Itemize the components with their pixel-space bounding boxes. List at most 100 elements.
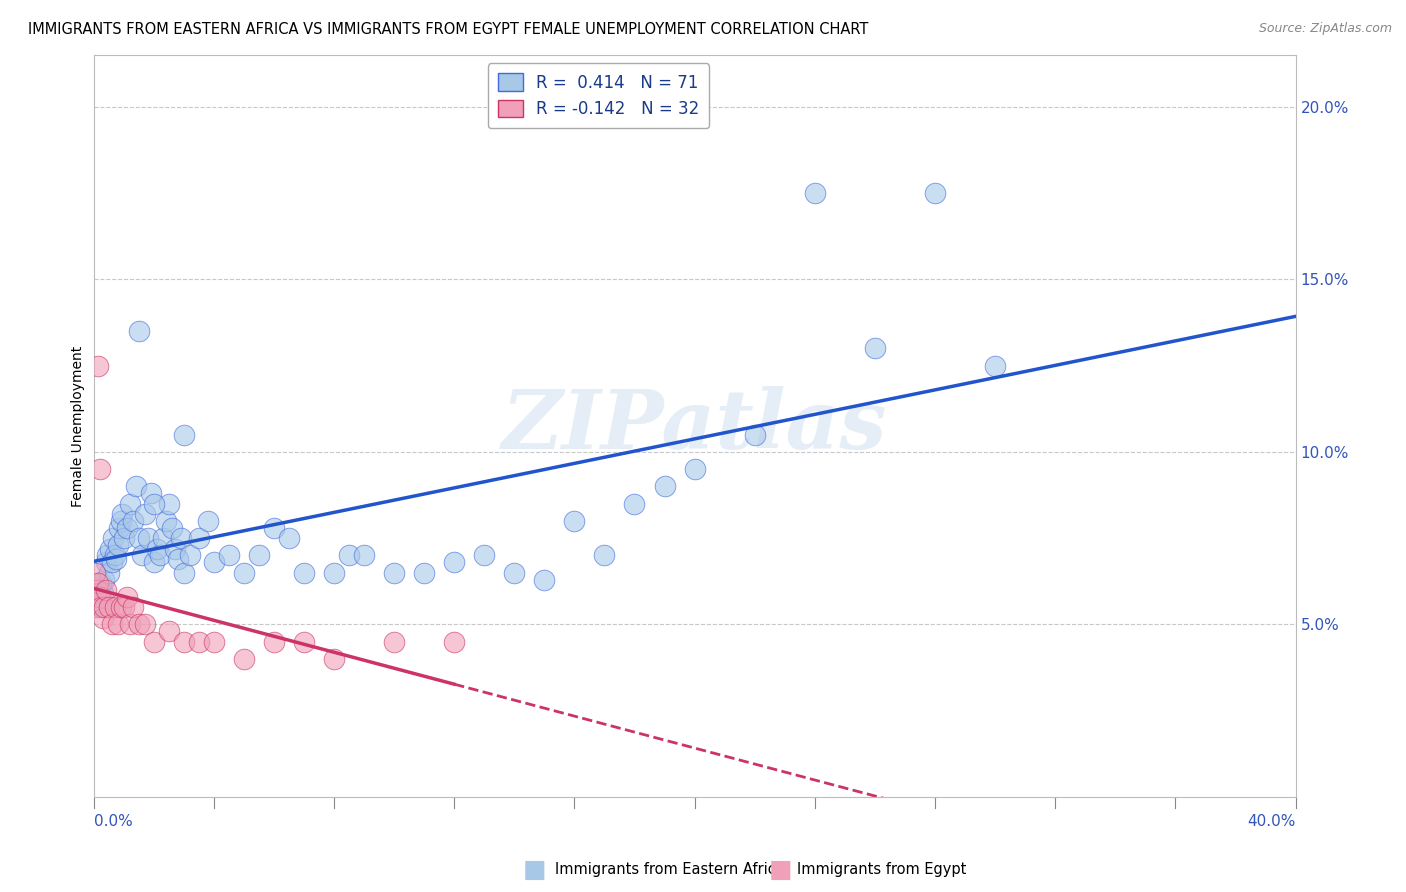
Point <box>157 624 180 639</box>
Point <box>232 652 254 666</box>
Point <box>173 427 195 442</box>
Point <box>124 479 146 493</box>
Point <box>142 634 165 648</box>
Point <box>683 462 706 476</box>
Point <box>139 486 162 500</box>
Point <box>160 521 183 535</box>
Point <box>100 617 122 632</box>
Point <box>89 590 111 604</box>
Point <box>115 590 138 604</box>
Point <box>197 514 219 528</box>
Point <box>263 634 285 648</box>
Point <box>863 342 886 356</box>
Point <box>104 549 127 563</box>
Y-axis label: Female Unemployment: Female Unemployment <box>72 345 86 507</box>
Point <box>94 555 117 569</box>
Point <box>353 549 375 563</box>
Point <box>142 555 165 569</box>
Point <box>115 521 138 535</box>
Point <box>443 634 465 648</box>
Point <box>323 566 346 580</box>
Point <box>86 600 108 615</box>
Point <box>218 549 240 563</box>
Point <box>170 531 193 545</box>
Point <box>503 566 526 580</box>
Point <box>166 552 188 566</box>
Point <box>145 541 167 556</box>
Point <box>382 566 405 580</box>
Point <box>90 576 112 591</box>
Point <box>744 427 766 442</box>
Point <box>93 600 115 615</box>
Text: Immigrants from Eastern Africa: Immigrants from Eastern Africa <box>555 863 785 877</box>
Point <box>118 617 141 632</box>
Point <box>94 582 117 597</box>
Text: ■: ■ <box>769 858 792 881</box>
Point <box>136 531 159 545</box>
Point <box>382 634 405 648</box>
Point <box>163 541 186 556</box>
Point <box>202 555 225 569</box>
Point <box>87 359 110 373</box>
Point <box>87 576 110 591</box>
Point <box>97 566 120 580</box>
Point <box>108 521 131 535</box>
Point <box>128 617 150 632</box>
Point <box>105 552 128 566</box>
Point <box>87 590 110 604</box>
Point <box>91 586 114 600</box>
Point <box>173 634 195 648</box>
Point <box>121 514 143 528</box>
Point <box>121 600 143 615</box>
Point <box>112 600 135 615</box>
Text: 0.0%: 0.0% <box>94 814 132 830</box>
Point <box>533 573 555 587</box>
Point <box>187 531 209 545</box>
Point <box>443 555 465 569</box>
Point <box>173 566 195 580</box>
Point <box>149 549 172 563</box>
Point <box>292 566 315 580</box>
Point <box>107 538 129 552</box>
Point <box>118 497 141 511</box>
Point <box>247 549 270 563</box>
Point <box>202 634 225 648</box>
Point <box>128 324 150 338</box>
Point <box>111 507 134 521</box>
Point <box>564 514 586 528</box>
Point <box>100 555 122 569</box>
Point <box>924 186 946 201</box>
Point <box>623 497 645 511</box>
Point <box>323 652 346 666</box>
Point <box>96 549 118 563</box>
Point <box>86 582 108 597</box>
Text: ZIPatlas: ZIPatlas <box>502 386 887 466</box>
Point <box>142 497 165 511</box>
Point <box>157 497 180 511</box>
Point <box>98 541 121 556</box>
Point <box>187 634 209 648</box>
Point <box>97 600 120 615</box>
Text: ■: ■ <box>523 858 546 881</box>
Point <box>263 521 285 535</box>
Point <box>292 634 315 648</box>
Point <box>179 549 201 563</box>
Text: Immigrants from Egypt: Immigrants from Egypt <box>797 863 966 877</box>
Point <box>112 531 135 545</box>
Point <box>89 582 111 597</box>
Point <box>104 600 127 615</box>
Point <box>472 549 495 563</box>
Point <box>277 531 299 545</box>
Point <box>91 610 114 624</box>
Point <box>337 549 360 563</box>
Point <box>107 617 129 632</box>
Point <box>804 186 827 201</box>
Point <box>232 566 254 580</box>
Text: 40.0%: 40.0% <box>1247 814 1295 830</box>
Point <box>593 549 616 563</box>
Point <box>90 600 112 615</box>
Point <box>84 566 107 580</box>
Point <box>134 617 156 632</box>
Point <box>93 573 115 587</box>
Point <box>152 531 174 545</box>
